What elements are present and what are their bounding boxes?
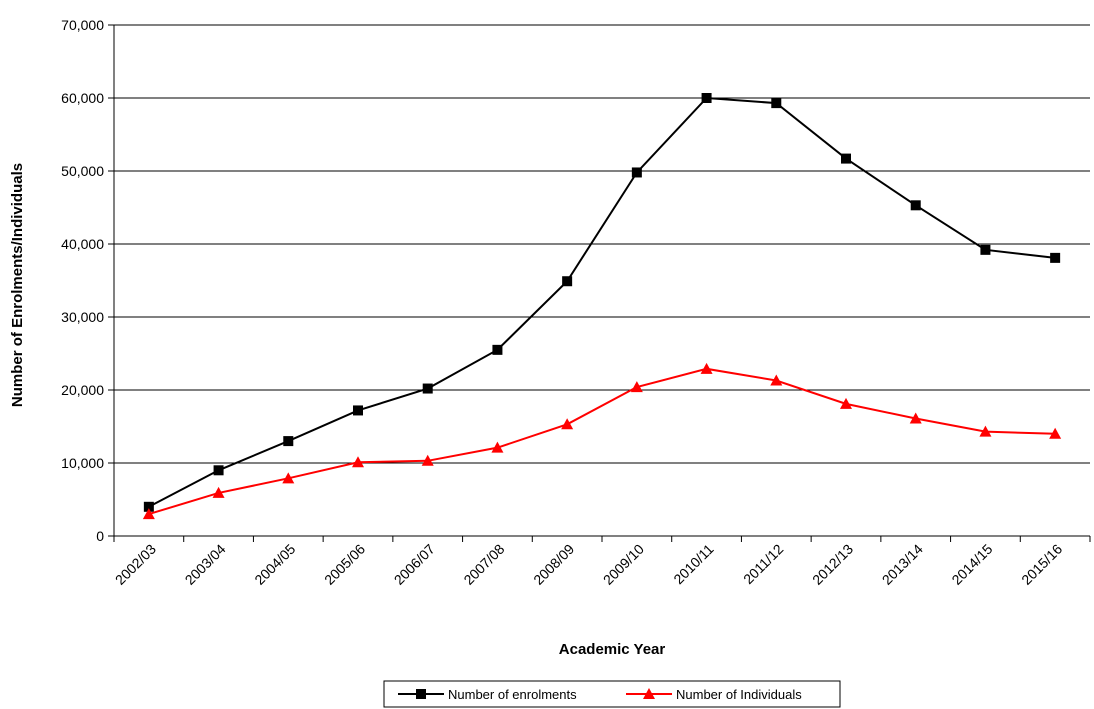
data-point <box>213 465 224 476</box>
series-1 <box>143 93 1061 512</box>
x-tick-label: 2012/13 <box>809 541 856 588</box>
series-line <box>148 96 1056 508</box>
legend-box <box>383 680 841 708</box>
data-point <box>980 244 991 255</box>
axes <box>108 24 1091 542</box>
x-tick-label: 2006/07 <box>391 541 438 588</box>
data-point <box>422 383 433 394</box>
x-tick-label: 2015/16 <box>1018 541 1065 588</box>
legend-label: Number of enrolments <box>448 687 577 702</box>
data-point <box>631 167 642 178</box>
y-tick-label: 0 <box>96 528 104 544</box>
data-point <box>562 276 573 287</box>
x-axis-title: Academic Year <box>559 641 666 658</box>
data-point <box>212 486 225 498</box>
legend: Number of enrolments Number of Individual… <box>383 680 841 708</box>
legend-item: Number of Individuals <box>626 687 802 702</box>
data-point <box>283 436 294 447</box>
x-tick-label: 2007/08 <box>460 541 507 588</box>
legend-marker <box>416 689 426 699</box>
series <box>142 93 1062 520</box>
y-axis-title: Number of Enrolments/Individuals <box>9 163 26 407</box>
data-point <box>630 381 643 393</box>
legend-label: Number of Individuals <box>676 687 802 702</box>
data-point <box>700 362 713 374</box>
data-point <box>840 397 852 409</box>
data-point <box>561 418 574 430</box>
gridlines <box>114 24 1090 464</box>
data-point <box>421 454 434 466</box>
y-tick-label: 60,000 <box>61 90 104 106</box>
x-tick-label: 2013/14 <box>879 541 926 588</box>
y-tick-label: 10,000 <box>61 455 104 471</box>
y-tick-label: 20,000 <box>61 382 104 398</box>
data-point <box>701 93 712 103</box>
data-point <box>352 456 364 468</box>
data-point <box>282 472 295 484</box>
series-2 <box>142 362 1062 520</box>
x-tick-label: 2004/05 <box>251 541 298 588</box>
x-tick-label: 2014/15 <box>948 541 995 588</box>
series-line <box>148 367 1056 516</box>
x-tick-label: 2009/10 <box>600 541 647 588</box>
x-tick-labels: 2002/03 2003/04 2004/05 2005/06 2006/07 2007/… <box>112 541 1066 588</box>
data-point <box>491 441 504 453</box>
data-point <box>492 344 503 355</box>
x-tick-label: 2002/03 <box>112 541 159 588</box>
y-tick-label: 70,000 <box>61 17 104 33</box>
y-tick-label: 30,000 <box>61 309 104 325</box>
data-point <box>143 501 154 512</box>
y-tick-label: 50,000 <box>61 163 104 179</box>
x-tick-label: 2008/09 <box>530 541 577 588</box>
data-point <box>353 405 363 416</box>
legend-marker <box>643 688 655 699</box>
data-point <box>910 200 921 211</box>
data-point <box>979 425 992 437</box>
x-tick-label: 2011/12 <box>740 541 787 588</box>
data-point <box>770 374 783 386</box>
data-point <box>142 508 155 520</box>
data-point <box>1049 427 1062 439</box>
y-tick-label: 40,000 <box>61 236 104 252</box>
data-point <box>841 153 851 164</box>
data-point <box>1050 252 1061 263</box>
data-point <box>771 98 782 109</box>
data-point <box>909 412 922 424</box>
y-tick-labels: 0 10,000 20,000 30,000 40,000 50,000 60,000 70,… <box>61 17 104 544</box>
x-tick-label: 2003/04 <box>182 541 229 588</box>
legend-item: Number of enrolments <box>398 687 577 702</box>
x-tick-label: 2010/11 <box>670 541 717 588</box>
x-tick-label: 2005/06 <box>321 541 368 588</box>
